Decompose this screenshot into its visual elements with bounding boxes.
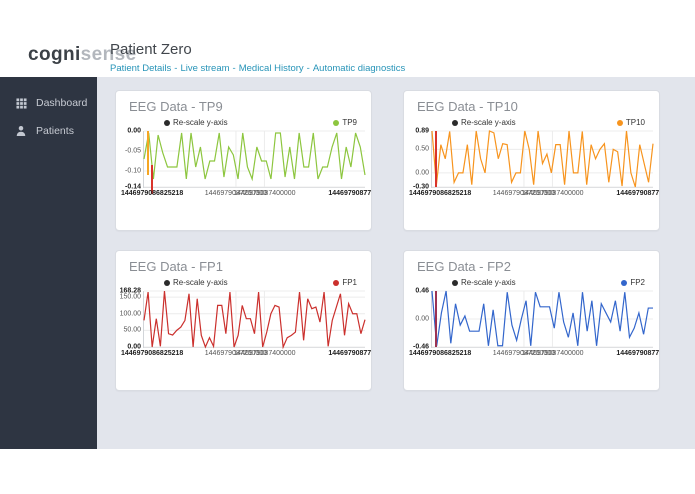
rescale-legend-button[interactable]: Re-scale y-axis bbox=[164, 278, 228, 287]
chart-title: EEG Data - FP2 bbox=[417, 259, 511, 274]
grid-icon bbox=[15, 97, 27, 109]
rescale-legend-button[interactable]: Re-scale y-axis bbox=[452, 278, 516, 287]
eeg-card-fp2: EEG Data - FP2 Re-scale y-axis FP2 0.46 0… bbox=[403, 250, 660, 391]
eeg-card-tp10: EEG Data - TP10 Re-scale y-axis TP10 0.8… bbox=[403, 90, 660, 231]
person-icon bbox=[15, 125, 27, 137]
rescale-dot-icon bbox=[164, 119, 170, 126]
x-tick-label: 1446979087782 bbox=[616, 350, 660, 357]
nav-link-automatic-diagnostics[interactable]: Automatic diagnostics bbox=[312, 63, 406, 74]
accent-line bbox=[151, 165, 153, 195]
nav-separator: - bbox=[306, 63, 310, 74]
y-tick-label: -0.10 bbox=[125, 167, 141, 175]
y-tick-label: -0.05 bbox=[125, 147, 141, 155]
sidebar-item-label: Dashboard bbox=[36, 97, 88, 109]
nav-link-patient-details[interactable]: Patient Details bbox=[110, 63, 172, 74]
series-dot-icon bbox=[333, 119, 340, 126]
x-tick-label: 1446979087200000 bbox=[492, 350, 556, 357]
sidebar-item-patients[interactable]: Patients bbox=[0, 117, 97, 145]
eeg-card-tp9: EEG Data - TP9 Re-scale y-axis TP9 0.00 -… bbox=[115, 90, 372, 231]
x-tick-label: 1446979087400000 bbox=[521, 350, 584, 357]
y-tick-label: 50.00 bbox=[123, 326, 141, 334]
x-tick-label: 1446979086825218 bbox=[121, 350, 184, 357]
sidebar-item-label: Patients bbox=[36, 125, 74, 137]
sidebar-item-dashboard[interactable]: Dashboard bbox=[0, 89, 97, 117]
dashboard-content: EEG Data - TP9 Re-scale y-axis TP9 0.00 -… bbox=[97, 77, 695, 449]
sidebar: Dashboard Patients bbox=[0, 77, 97, 449]
y-tick-label: 0.46 bbox=[415, 287, 429, 295]
rescale-legend-button[interactable]: Re-scale y-axis bbox=[452, 118, 516, 127]
page-title: Patient Zero bbox=[110, 41, 192, 58]
x-tick-label: 1446979086825218 bbox=[409, 190, 472, 197]
nav-separator: - bbox=[232, 63, 236, 74]
patient-nav: Patient Details - Live stream - Medical Hist… bbox=[110, 63, 405, 74]
plot-area: 168.28 150.00 100.00 50.00 0.00 1446979086825… bbox=[120, 288, 371, 358]
rescale-label: Re-scale y-axis bbox=[173, 278, 228, 287]
series-label: TP10 bbox=[625, 118, 645, 127]
x-tick-label: 1446979087400000 bbox=[233, 190, 296, 197]
rescale-dot-icon bbox=[452, 279, 458, 286]
y-tick-label: 0.00 bbox=[415, 315, 429, 323]
plot-area: 0.89 0.50 0.00 -0.30 1446979086825218 1446979… bbox=[409, 128, 659, 198]
nav-link-live-stream[interactable]: Live stream bbox=[180, 63, 230, 74]
series-label: FP2 bbox=[630, 278, 645, 287]
chart-title: EEG Data - FP1 bbox=[129, 259, 223, 274]
logo-bold: cogni bbox=[28, 44, 81, 65]
rescale-label: Re-scale y-axis bbox=[461, 118, 516, 127]
y-tick-label: 0.89 bbox=[415, 127, 429, 135]
x-tick-label: 1446979087782 bbox=[616, 190, 660, 197]
y-tick-label: 100.00 bbox=[119, 310, 141, 318]
rescale-legend-button[interactable]: Re-scale y-axis bbox=[164, 118, 228, 127]
y-tick-label: 0.00 bbox=[127, 343, 141, 351]
series-legend-tp9[interactable]: TP9 bbox=[333, 118, 357, 127]
chart-title: EEG Data - TP10 bbox=[417, 99, 518, 114]
series-legend-tp10[interactable]: TP10 bbox=[616, 118, 645, 127]
y-tick-label: -0.30 bbox=[413, 183, 429, 191]
series-dot-icon bbox=[616, 119, 623, 126]
x-tick-label: 1446979087400000 bbox=[233, 350, 296, 357]
eeg-card-fp1: EEG Data - FP1 Re-scale y-axis FP1 168.2… bbox=[115, 250, 372, 391]
series-legend-fp1[interactable]: FP1 bbox=[333, 278, 357, 287]
x-tick-label: 1446979086825218 bbox=[121, 190, 184, 197]
y-tick-label: -0.14 bbox=[125, 183, 141, 191]
rescale-dot-icon bbox=[164, 279, 170, 286]
accent-line bbox=[434, 131, 437, 187]
logo-light: sense bbox=[80, 44, 137, 65]
y-tick-label: -0.46 bbox=[413, 343, 429, 351]
series-label: TP9 bbox=[342, 118, 357, 127]
y-tick-label: 168.28 bbox=[119, 287, 141, 295]
rescale-label: Re-scale y-axis bbox=[461, 278, 516, 287]
chart-title: EEG Data - TP9 bbox=[129, 99, 223, 114]
x-tick-label: 1446979087200000 bbox=[204, 190, 268, 197]
y-tick-label: 0.00 bbox=[415, 169, 429, 177]
y-tick-label: 0.50 bbox=[415, 145, 429, 153]
plot-area: 0.46 0.00 -0.46 1446979086825218 14469790872… bbox=[409, 288, 659, 358]
series-dot-icon bbox=[621, 279, 628, 286]
x-tick-label: 1446979087200000 bbox=[492, 190, 556, 197]
app-header: cognisense Patient Zero Patient Details -… bbox=[0, 0, 695, 77]
series-legend-fp2[interactable]: FP2 bbox=[621, 278, 645, 287]
x-tick-label: 1446979087400000 bbox=[521, 190, 584, 197]
accent-line bbox=[434, 291, 438, 347]
x-tick-label: 1446979087782 bbox=[328, 350, 372, 357]
rescale-dot-icon bbox=[452, 119, 458, 126]
x-tick-label: 1446979087200000 bbox=[204, 350, 268, 357]
cognisense-logo[interactable]: cognisense bbox=[28, 44, 137, 66]
plot-area: 0.00 -0.05 -0.10 -0.14 1446979086825218 14469… bbox=[121, 128, 371, 198]
y-tick-label: 0.00 bbox=[127, 127, 141, 135]
nav-link-medical-history[interactable]: Medical History bbox=[238, 63, 304, 74]
accent-line bbox=[146, 131, 149, 175]
series-dot-icon bbox=[333, 279, 340, 286]
rescale-label: Re-scale y-axis bbox=[173, 118, 228, 127]
y-tick-label: 150.00 bbox=[119, 293, 141, 301]
x-tick-label: 1446979087782 bbox=[328, 190, 372, 197]
series-label: FP1 bbox=[342, 278, 357, 287]
nav-separator: - bbox=[174, 63, 178, 74]
x-tick-label: 1446979086825218 bbox=[409, 350, 472, 357]
